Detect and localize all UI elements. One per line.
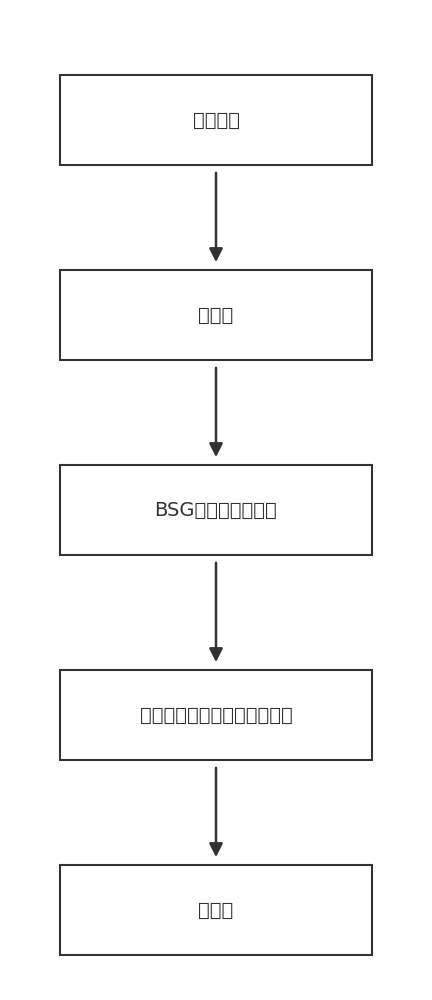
FancyBboxPatch shape [60, 465, 372, 555]
Text: 硟扩散: 硟扩散 [198, 306, 234, 324]
FancyBboxPatch shape [60, 865, 372, 955]
FancyBboxPatch shape [60, 670, 372, 760]
Text: 磷掺杂: 磷掺杂 [198, 900, 234, 920]
Text: 清洗制绲: 清洗制绲 [193, 110, 239, 129]
FancyBboxPatch shape [60, 75, 372, 165]
Text: 形成隧穿氧化层以及非晶硬层: 形成隧穿氧化层以及非晶硬层 [140, 706, 292, 724]
Text: BSG刻蚀及背面抛光: BSG刻蚀及背面抛光 [155, 500, 277, 520]
FancyBboxPatch shape [60, 270, 372, 360]
